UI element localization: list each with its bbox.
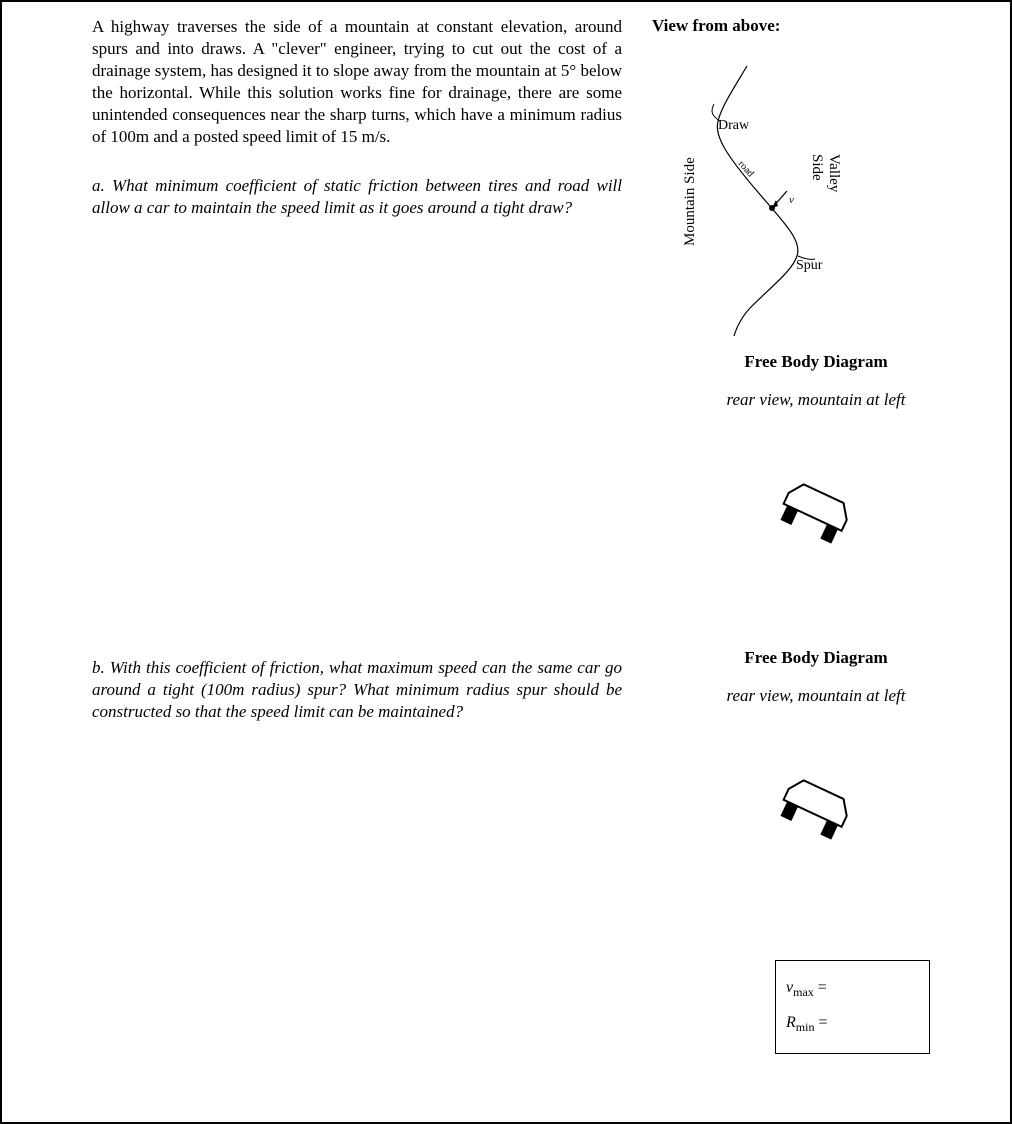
rmin-row: Rmin =	[786, 1014, 919, 1035]
svg-text:v: v	[789, 194, 794, 206]
view-above-title: View from above:	[652, 16, 980, 36]
fbd1-car	[652, 410, 980, 610]
answer-box: vmax = Rmin =	[775, 960, 930, 1054]
valley-side-label: Valley Side	[808, 154, 842, 192]
fbd2-subtitle: rear view, mountain at left	[652, 686, 980, 706]
vmax-row: vmax =	[786, 979, 919, 1000]
fbd1-subtitle: rear view, mountain at left	[652, 390, 980, 410]
problem-intro: A highway traverses the side of a mounta…	[92, 16, 622, 149]
view-above-diagram: road v Draw Spur Mountain Side Valley Si…	[652, 46, 872, 336]
spur-label: Spur	[796, 258, 822, 274]
draw-label: Draw	[718, 118, 749, 134]
fbd2-title: Free Body Diagram	[652, 648, 980, 668]
fbd1-title: Free Body Diagram	[652, 352, 980, 372]
mountain-side-label: Mountain Side	[682, 157, 699, 246]
part-a-question: a. What minimum coefficient of static fr…	[92, 175, 622, 219]
fbd2-car	[652, 706, 980, 906]
svg-text:road: road	[736, 159, 756, 180]
part-b-question: b. With this coefficient of friction, wh…	[92, 657, 622, 723]
